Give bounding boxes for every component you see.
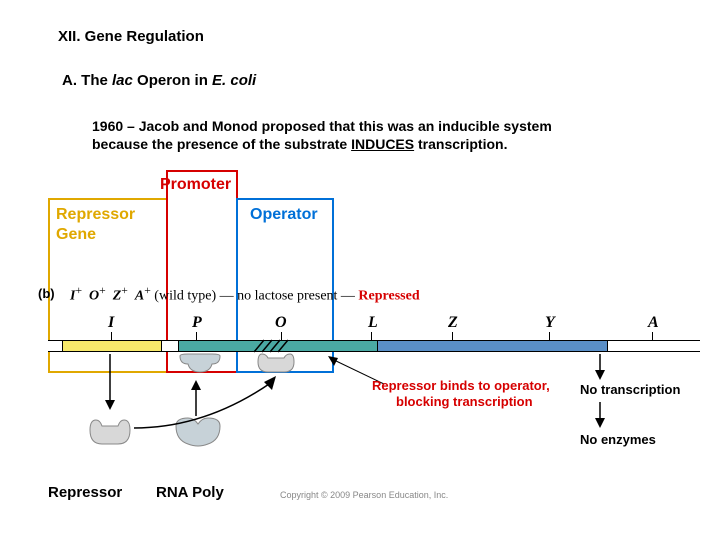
annot-no-enzymes: No enzymes [580, 432, 656, 447]
geno-Iplus: + [75, 284, 82, 297]
gene-O: O [275, 314, 287, 332]
geno-O: O [89, 289, 99, 304]
body2-after: transcription. [414, 136, 507, 152]
geno-Z: Z [113, 289, 122, 304]
body2-underline: INDUCES [351, 136, 414, 152]
dna-seg-ZY [378, 340, 608, 352]
arrow-no-enzymes [590, 402, 610, 430]
annot-repressor-binds-1: Repressor binds to operator, [372, 378, 550, 393]
geno-A: A [135, 289, 144, 304]
gene-L: L [368, 314, 378, 332]
geno-dash2: — [341, 289, 359, 304]
body-line-1: 1960 – Jacob and Monod proposed that thi… [92, 118, 552, 134]
dna-post [608, 340, 700, 352]
dna-seg-I [62, 340, 162, 352]
subtitle-italic2: E. coli [212, 72, 256, 89]
genotype-line: I+ O+ Z+ A+ (wild type) — no lactose pre… [70, 284, 420, 305]
bottom-label-repressor: Repressor [48, 484, 122, 501]
gene-I: I [108, 314, 114, 332]
geno-Zplus: + [121, 284, 128, 297]
subtitle-mid: Operon in [133, 72, 212, 89]
gene-Z: Z [448, 314, 458, 332]
arrow-no-transcription [590, 354, 610, 382]
geno-dash: — [220, 289, 238, 304]
gene-P: P [192, 314, 202, 332]
repressor-gene-label-1: Repressor [56, 206, 135, 224]
page-title: XII. Gene Regulation [58, 28, 204, 45]
subtitle: A. The lac Operon in E. coli [62, 72, 256, 89]
copyright-text: Copyright © 2009 Pearson Education, Inc. [280, 490, 448, 500]
subtitle-italic1: lac [112, 72, 133, 89]
geno-state: Repressed [358, 289, 419, 304]
repressor-gene-label-2: Gene [56, 226, 96, 244]
gene-Y: Y [545, 314, 555, 332]
gene-A: A [648, 314, 659, 332]
bottom-label-rnapoly: RNA Poly [156, 484, 224, 501]
geno-Aplus: + [144, 284, 151, 297]
arrow-repressor-to-operator [126, 370, 286, 440]
dna-gap1 [162, 340, 178, 352]
promoter-label: Promoter [160, 176, 231, 194]
body2-pre: because the presence of the substrate [92, 136, 351, 152]
geno-Oplus: + [99, 284, 106, 297]
annot-no-transcription: No transcription [580, 382, 680, 397]
operator-label: Operator [250, 206, 318, 224]
dna-track [48, 340, 700, 352]
panel-b-label: (b) [38, 286, 55, 301]
subtitle-prefix: A. The [62, 72, 112, 89]
arrow-I-down [100, 354, 120, 414]
annot-repressor-binds-2: blocking transcription [396, 394, 533, 409]
dna-pre [48, 340, 62, 352]
geno-wild: (wild type) [154, 289, 216, 304]
geno-condition: no lactose present [237, 289, 337, 304]
body-line-2: because the presence of the substrate IN… [92, 136, 507, 152]
